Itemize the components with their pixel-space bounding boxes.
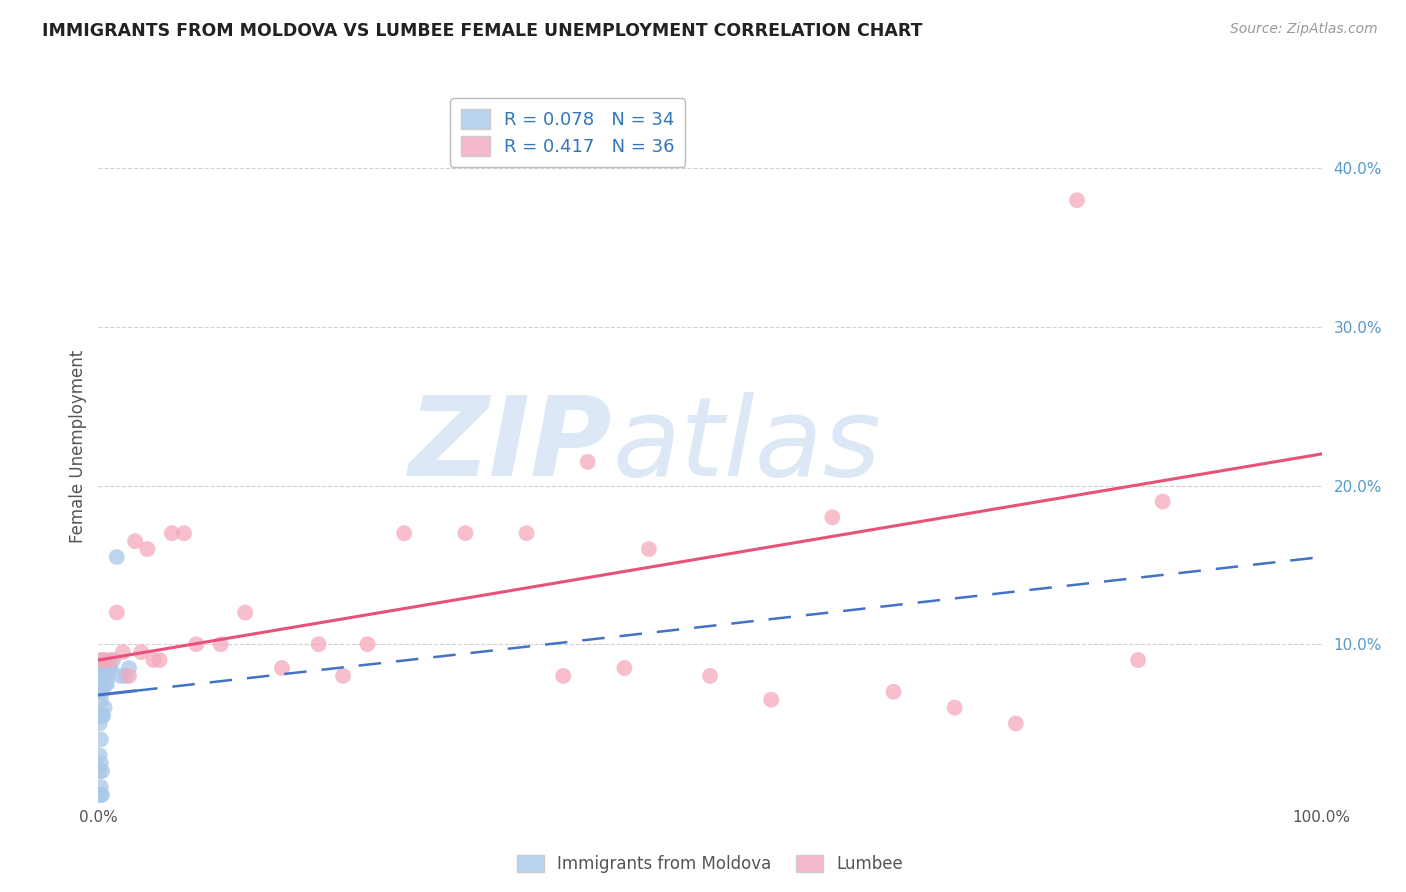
Point (91, 685, 114, 699)
Text: atlas: atlas (612, 392, 880, 500)
Point (105, 606, 128, 620)
Point (699, 669, 721, 683)
Text: ZIP: ZIP (409, 392, 612, 500)
Point (308, 637, 330, 651)
Point (332, 669, 354, 683)
Point (101, 653, 124, 667)
Point (91, 764, 114, 778)
Point (821, 510, 844, 524)
Point (209, 637, 232, 651)
Point (90, 780, 112, 794)
Point (97, 669, 120, 683)
Point (114, 669, 136, 683)
Point (553, 669, 575, 683)
Point (1066, 193, 1088, 207)
Point (93, 700, 115, 714)
Point (943, 700, 966, 714)
Point (105, 549, 128, 564)
Point (89, 716, 111, 731)
Point (142, 653, 165, 667)
Point (454, 526, 477, 541)
Point (91, 788, 114, 802)
Point (1004, 716, 1026, 731)
Point (638, 542, 661, 557)
Point (149, 653, 172, 667)
Point (93, 669, 115, 683)
Point (173, 526, 195, 541)
Point (613, 661, 636, 675)
Point (100, 653, 122, 667)
Point (94, 677, 117, 691)
Point (93, 653, 115, 667)
Point (90, 756, 112, 771)
Text: IMMIGRANTS FROM MOLDOVA VS LUMBEE FEMALE UNEMPLOYMENT CORRELATION CHART: IMMIGRANTS FROM MOLDOVA VS LUMBEE FEMALE… (42, 22, 922, 40)
Point (124, 534, 146, 549)
Point (118, 669, 141, 683)
Point (89, 788, 111, 802)
Point (100, 661, 122, 675)
Text: Source: ZipAtlas.com: Source: ZipAtlas.com (1230, 22, 1378, 37)
Point (160, 526, 183, 541)
Point (90, 669, 112, 683)
Point (576, 455, 599, 469)
Point (90, 692, 112, 706)
Point (91, 661, 114, 675)
Point (1128, 653, 1150, 667)
Point (90, 677, 112, 691)
Point (91, 653, 114, 667)
Point (91, 708, 114, 723)
Point (96, 677, 118, 691)
Point (90, 653, 112, 667)
Point (90, 661, 112, 675)
Point (392, 526, 416, 541)
Point (89, 764, 111, 778)
Point (89, 748, 111, 763)
Y-axis label: Female Unemployment: Female Unemployment (69, 350, 87, 542)
Point (1152, 494, 1174, 508)
Point (883, 685, 905, 699)
Point (110, 669, 132, 683)
Point (90, 732, 112, 747)
Point (89, 685, 111, 699)
Point (136, 542, 159, 557)
Point (270, 661, 294, 675)
Point (129, 645, 152, 659)
Point (118, 661, 141, 675)
Point (356, 637, 378, 651)
Point (98, 661, 121, 675)
Point (761, 692, 783, 706)
Point (515, 526, 537, 541)
Point (111, 645, 134, 659)
Legend: Immigrants from Moldova, Lumbee: Immigrants from Moldova, Lumbee (510, 848, 910, 880)
Point (91, 708, 114, 723)
Point (186, 637, 208, 651)
Point (90, 708, 112, 723)
Point (233, 606, 256, 620)
Point (91, 669, 114, 683)
Point (90, 788, 112, 802)
